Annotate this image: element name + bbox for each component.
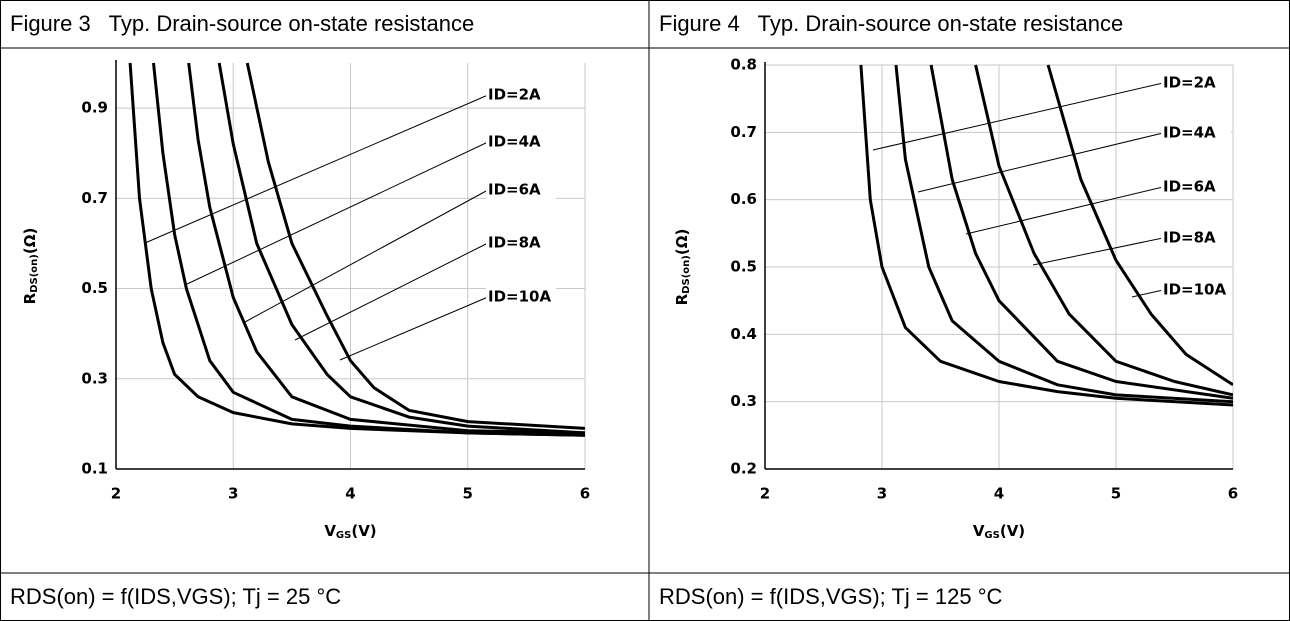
x-tick-label: 6 [580,485,590,503]
x-axis-label: VGS(V) [324,522,376,542]
y-tick-label: 0.4 [730,325,757,343]
label-bg [1161,280,1231,300]
leader-line [339,296,489,361]
y-tick-label: 0.8 [730,56,757,74]
leader-line [1032,237,1164,266]
label-bg [486,180,556,200]
series-line [974,64,1233,397]
series-label: ID=10A [488,288,551,306]
y-tick-label: 0.7 [730,123,757,141]
axis-label-part: V [324,522,336,540]
series-line [929,64,1233,400]
y-axis-label: RDS(on)(Ω) [673,229,693,306]
series-line [217,62,585,435]
label-bg [1161,177,1231,197]
series-label: ID=10A [1163,281,1226,299]
series-line [245,62,585,430]
series-label: ID=4A [488,133,541,151]
axis-label-part: (V) [1000,522,1025,540]
axis-label-part: GS [336,530,351,541]
caption: RDS(on) = f(IDS,VGS); Tj = 125 °C [659,584,1002,609]
axis-label-part: (Ω) [673,229,691,255]
y-tick-label: 0.6 [730,190,757,208]
leader-line [144,94,489,244]
leader-line [872,82,1164,151]
series-label: ID=4A [1163,124,1216,142]
x-tick-label: 4 [994,485,1004,503]
series-line [152,62,585,437]
label-bg [486,132,556,152]
figure-title: Figure 3 Typ. Drain-source on-state resi… [10,11,474,36]
axis-label-part: (V) [351,522,376,540]
x-tick-label: 5 [463,485,473,503]
x-tick-label: 2 [111,485,121,503]
axis-label-part: R [21,292,39,304]
series-label: ID=6A [1163,178,1216,196]
y-axis-label: RDS(on)(Ω) [21,228,41,305]
series-line [894,64,1233,404]
y-tick-label: 0.3 [730,392,757,410]
x-axis-label: VGS(V) [973,522,1025,542]
x-tick-label: 2 [760,485,770,503]
leader-line [294,242,489,341]
axis-label-part: V [973,522,985,540]
x-tick-label: 3 [877,485,887,503]
y-tick-label: 0.1 [81,460,108,478]
label-bg [486,233,556,253]
label-bg [1161,123,1231,143]
series-label: ID=8A [488,234,541,252]
label-bg [1161,228,1231,248]
series-line [1046,64,1233,387]
x-tick-label: 5 [1111,485,1121,503]
x-tick-label: 6 [1228,485,1238,503]
series-label: ID=6A [488,181,541,199]
series-line [187,62,585,435]
label-bg [486,287,556,307]
y-tick-label: 0.7 [81,189,108,207]
y-tick-label: 0.5 [730,258,757,276]
caption: RDS(on) = f(IDS,VGS); Tj = 25 °C [10,584,341,609]
y-tick-label: 0.9 [81,99,108,117]
leader-line [917,132,1164,193]
series-line [128,62,585,437]
x-tick-label: 3 [228,485,238,503]
leader-line [244,189,489,323]
axis-label-part: DS(on) [681,255,692,294]
label-bg [486,85,556,105]
y-tick-label: 0.5 [81,279,108,297]
leader-line [965,186,1164,235]
series-line [859,64,1233,407]
y-tick-label: 0.3 [81,369,108,387]
series-label: ID=2A [1163,74,1216,92]
figure-title: Figure 4 Typ. Drain-source on-state resi… [659,11,1123,36]
series-label: ID=8A [1163,229,1216,247]
leader-line [1131,289,1164,298]
y-tick-label: 0.2 [730,460,757,478]
leader-line [184,141,489,286]
x-tick-label: 4 [345,485,355,503]
axis-label-part: DS(on) [29,254,40,293]
axis-label-part: (Ω) [21,228,39,254]
axis-label-part: GS [984,530,999,541]
axis-label-part: R [673,293,691,305]
label-bg [1161,73,1231,93]
series-label: ID=2A [488,86,541,104]
